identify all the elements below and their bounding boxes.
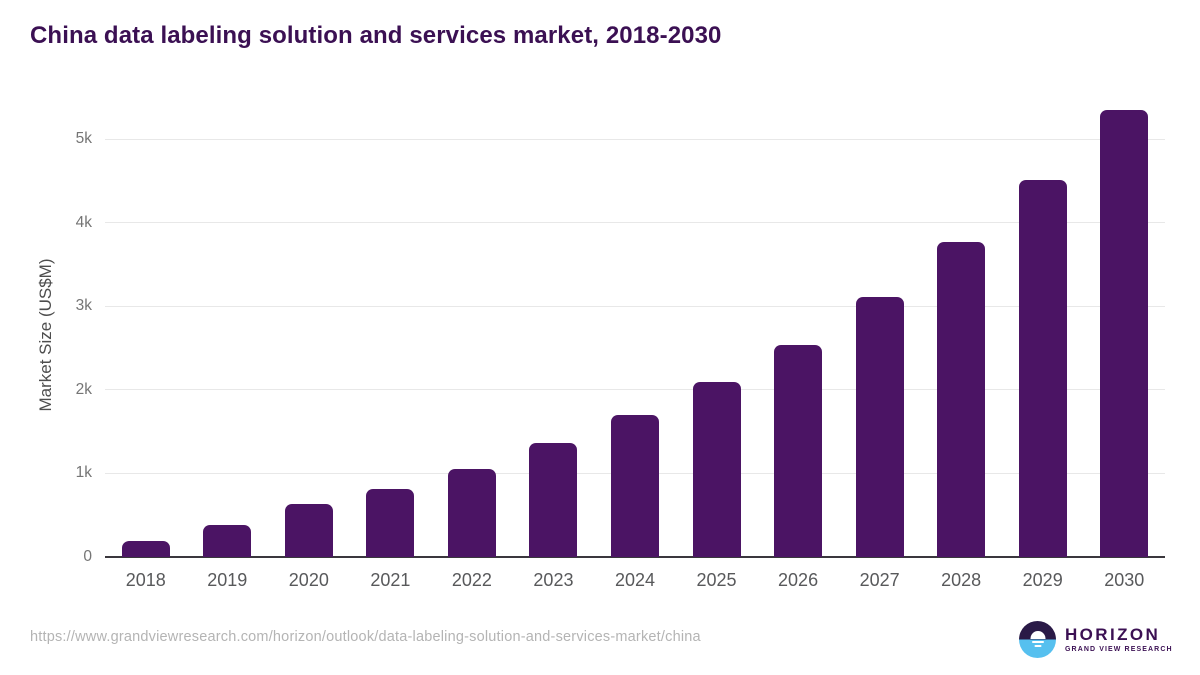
x-tick-label-2026: 2026 [778, 570, 819, 590]
x-tick-label-2019: 2019 [207, 570, 248, 590]
horizon-logo[interactable]: HORIZON GRAND VIEW RESEARCH [1019, 619, 1173, 659]
x-tick-label-2018: 2018 [125, 570, 166, 590]
bar-2030[interactable] [1100, 110, 1149, 557]
y-tick-label-0: 0 [83, 548, 92, 565]
bar-2020[interactable] [284, 503, 333, 557]
horizon-logo-text: HORIZON GRAND VIEW RESEARCH [1065, 625, 1173, 653]
bar-2025[interactable] [692, 381, 741, 557]
x-axis-line [105, 556, 1165, 558]
x-tick-label-2030: 2030 [1104, 570, 1145, 590]
y-tick-label-5k: 5k [75, 130, 92, 148]
bar-2018[interactable] [121, 541, 170, 557]
y-tick-label-3k: 3k [75, 297, 92, 315]
x-tick-label-2020: 2020 [288, 570, 329, 590]
bar-2029[interactable] [1018, 179, 1067, 557]
gridline-5k [105, 138, 1165, 140]
gridline-3k [105, 305, 1165, 307]
x-tick-label-2024: 2024 [614, 570, 655, 590]
x-tick-label-2023: 2023 [533, 570, 574, 590]
horizon-logo-subtitle: GRAND VIEW RESEARCH [1065, 646, 1173, 653]
x-tick-label-2022: 2022 [451, 570, 492, 590]
y-tick-label-4k: 4k [75, 213, 92, 231]
y-tick-label-2k: 2k [75, 380, 92, 398]
sun-reflection-icon [1031, 640, 1044, 643]
x-tick-label-2029: 2029 [1022, 570, 1063, 590]
plot-area: 0 1k 2k 3k 4k 5k 2018 2019 2020 2021 2022 2023 2024 2… [76, 100, 1165, 590]
bar-2024[interactable] [611, 414, 659, 557]
bar-2021[interactable] [366, 488, 415, 557]
bar-2026[interactable] [774, 344, 823, 557]
horizon-logo-name: HORIZON [1065, 625, 1161, 644]
bar-2019[interactable] [203, 524, 252, 557]
bar-2022[interactable] [447, 468, 496, 557]
gridline-4k [105, 222, 1165, 224]
sun-reflection-icon [1034, 644, 1041, 647]
bar-2023[interactable] [529, 443, 578, 557]
horizon-logo-icon [1019, 620, 1056, 658]
y-tick-label-1k: 1k [75, 464, 92, 482]
x-tick-label-2027: 2027 [859, 570, 900, 590]
chart-title: China data labeling solution and service… [30, 22, 722, 49]
x-tick-label-2021: 2021 [370, 570, 411, 590]
bar-2027[interactable] [855, 296, 904, 557]
x-tick-label-2025: 2025 [696, 570, 737, 590]
gridline-2k [105, 389, 1165, 391]
sun-icon [1030, 631, 1045, 639]
bar-2028[interactable] [937, 241, 986, 557]
source-url: https://www.grandviewresearch.com/horizo… [30, 629, 701, 645]
x-tick-label-2028: 2028 [941, 570, 982, 590]
